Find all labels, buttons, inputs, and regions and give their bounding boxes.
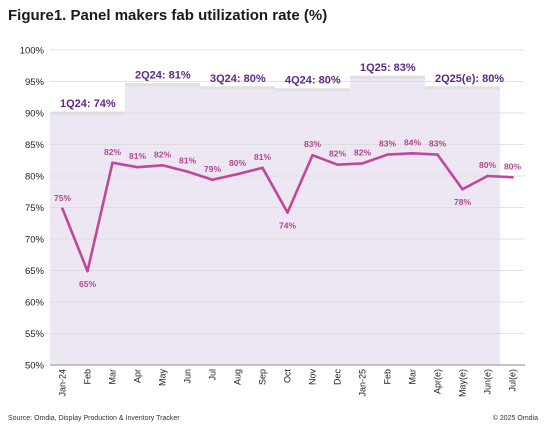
data-point — [386, 153, 389, 156]
data-point — [461, 187, 464, 191]
data-point — [311, 153, 314, 157]
x-tick-label: May — [158, 369, 168, 387]
data-point — [286, 211, 289, 214]
data-label: 80% — [504, 161, 521, 171]
quarter-bands — [50, 75, 500, 366]
data-label: 83% — [429, 139, 446, 149]
y-tick-label: 50% — [25, 361, 45, 372]
data-label: 74% — [279, 221, 296, 231]
y-tick-label: 70% — [25, 235, 45, 246]
data-label: 81% — [179, 156, 196, 166]
x-tick-label: Jun — [183, 369, 193, 384]
chart-title: Figure1. Panel makers fab utilization ra… — [8, 7, 328, 24]
data-point — [336, 163, 339, 166]
x-axis: Jan-24 Feb Mar Apr May Jun Jul Aug Sep Oct Nov Dec J… — [50, 364, 525, 397]
utilization-series — [61, 152, 514, 273]
data-point — [61, 207, 64, 211]
data-label: 82% — [329, 149, 346, 159]
data-label: 83% — [379, 139, 396, 149]
quarter-label: 2Q24: 81% — [135, 70, 191, 82]
data-label: 83% — [304, 139, 321, 149]
x-tick-label: Aug — [233, 369, 243, 385]
x-tick-label: Jan-24 — [58, 369, 68, 397]
data-point — [136, 165, 139, 169]
x-tick-label: Feb — [383, 369, 393, 385]
data-point — [486, 174, 489, 178]
y-axis: 50% 55% 60% 65% 70% 75% 80% 85% 90% 95% 100% — [20, 46, 45, 372]
quarter-label: 3Q24: 80% — [210, 73, 266, 85]
y-tick-label: 100% — [20, 46, 45, 57]
y-tick-label: 80% — [25, 172, 45, 183]
quarter-label: 2Q25(e): 80% — [435, 73, 504, 85]
x-tick-label: Jul — [208, 369, 218, 381]
y-tick-label: 65% — [25, 266, 45, 277]
data-point — [436, 153, 439, 156]
data-point — [261, 166, 264, 170]
data-label: 81% — [254, 152, 271, 162]
y-tick-label: 60% — [25, 298, 45, 309]
data-label: 81% — [129, 151, 146, 161]
data-point — [86, 269, 89, 273]
data-label: 79% — [204, 164, 221, 174]
quarter-band — [425, 87, 500, 366]
data-label: 78% — [454, 197, 471, 207]
data-point — [361, 162, 364, 165]
data-label: 82% — [104, 147, 121, 157]
y-tick-label: 85% — [25, 140, 45, 151]
x-tick-label: Mar — [408, 369, 418, 385]
source-note: Source: Omdia, Display Production & Inve… — [8, 415, 180, 422]
data-label: 80% — [229, 158, 246, 168]
x-tick-label: Dec — [333, 369, 343, 386]
x-tick-label: Apr(e) — [433, 369, 443, 394]
y-tick-label: 90% — [25, 109, 45, 120]
y-tick-label: 55% — [25, 329, 45, 340]
data-label: 75% — [54, 193, 71, 203]
copyright-note: © 2025 Omdia — [492, 415, 538, 422]
quarter-band — [200, 87, 275, 366]
data-point — [511, 175, 514, 179]
y-tick-label: 75% — [25, 203, 45, 214]
data-label: 84% — [404, 137, 421, 147]
x-tick-label: Sep — [258, 369, 268, 385]
quarter-band — [275, 89, 350, 365]
data-label: 65% — [79, 279, 96, 289]
data-point — [161, 163, 164, 167]
data-label: 82% — [154, 149, 171, 159]
data-point — [211, 178, 214, 182]
quarter-label: 1Q24: 74% — [60, 98, 116, 110]
data-point — [411, 152, 414, 155]
data-point — [236, 172, 239, 176]
quarter-label: 1Q25: 83% — [360, 62, 416, 74]
quarter-label: 4Q24: 80% — [285, 75, 341, 87]
x-tick-label: Apr — [133, 369, 143, 383]
quarter-band — [350, 77, 425, 365]
data-point — [111, 161, 114, 165]
quarter-labels: 1Q24: 74% 2Q24: 81% 3Q24: 80% 4Q24: 80% 1Q25… — [60, 62, 504, 110]
x-tick-label: Jul(e) — [508, 369, 518, 392]
quarter-band — [125, 84, 200, 366]
data-labels: 75% 65% 82% 81% 82% 81% 79% 80% 81% 74% 83% 82% 82% 8… — [54, 137, 521, 289]
data-point — [186, 170, 189, 173]
x-tick-label: May(e) — [458, 369, 468, 397]
x-tick-label: Feb — [83, 369, 93, 385]
x-tick-label: Mar — [108, 369, 118, 385]
data-label: 82% — [354, 147, 371, 157]
data-label: 80% — [479, 160, 496, 170]
x-tick-label: Jan-25 — [358, 369, 368, 397]
y-tick-label: 95% — [25, 77, 45, 88]
x-tick-label: Jun(e) — [483, 369, 493, 395]
x-tick-label: Oct — [283, 369, 293, 384]
x-tick-label: Nov — [308, 369, 318, 386]
